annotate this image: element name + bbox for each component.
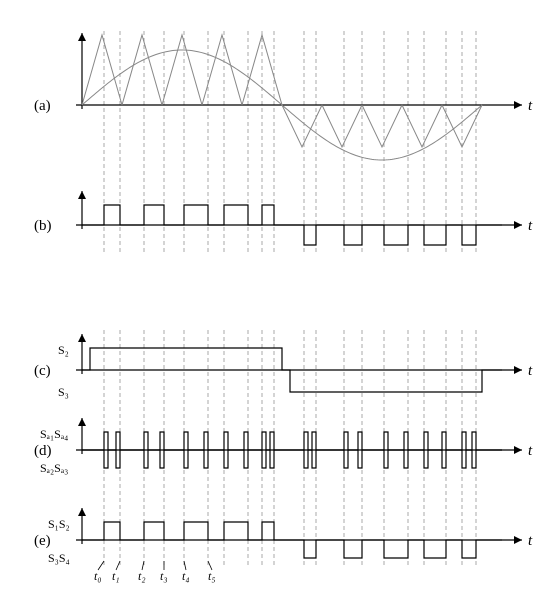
svg-text:t: t — [528, 98, 533, 114]
svg-text:S₁S₂: S₁S₂ — [48, 517, 70, 531]
svg-text:Sₐ₁Sₐ₄: Sₐ₁Sₐ₄ — [40, 427, 68, 441]
svg-text:Sₐ₂Sₐ₃: Sₐ₂Sₐ₃ — [40, 461, 68, 475]
svg-text:t: t — [528, 443, 533, 459]
svg-text:S₃: S₃ — [58, 385, 69, 399]
svg-text:(c): (c) — [34, 363, 51, 379]
svg-text:t₄: t₄ — [182, 569, 190, 583]
svg-text:t₃: t₃ — [160, 569, 168, 583]
svg-text:t₅: t₅ — [208, 569, 216, 583]
timing-diagram-figure: (a) t (b) t (c) t S₂ S₃ (d) t Sₐ₁Sₐ₄ Sₐ₂Sₐ₃ (e) t S₁S₂… — [0, 0, 558, 600]
svg-text:t₁: t₁ — [112, 569, 120, 583]
svg-text:t: t — [528, 533, 533, 549]
svg-text:t: t — [528, 218, 533, 234]
svg-text:t: t — [528, 363, 533, 379]
svg-text:(d): (d) — [34, 443, 52, 459]
svg-text:(a): (a) — [34, 98, 51, 114]
svg-text:S₃S₄: S₃S₄ — [48, 551, 70, 565]
svg-text:t₀: t₀ — [94, 569, 102, 583]
svg-text:(b): (b) — [34, 218, 52, 234]
svg-text:t₂: t₂ — [138, 569, 146, 583]
svg-text:(e): (e) — [34, 533, 51, 549]
svg-text:S₂: S₂ — [58, 343, 69, 357]
